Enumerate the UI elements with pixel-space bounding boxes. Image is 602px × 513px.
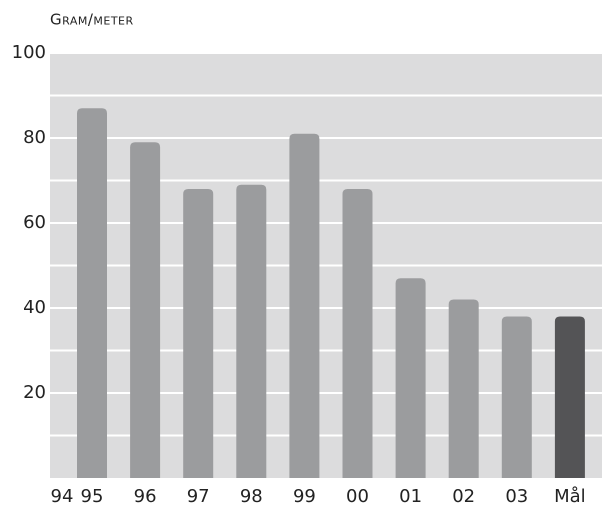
bar xyxy=(183,189,214,478)
bar xyxy=(501,316,532,478)
x-tick-label: Mål xyxy=(554,486,586,507)
bar xyxy=(236,184,267,478)
bar xyxy=(77,108,107,478)
x-tick-label: 97 xyxy=(187,486,210,507)
x-tick-label: 02 xyxy=(452,486,475,507)
y-tick-label: 40 xyxy=(23,297,46,318)
x-tick-label: 00 xyxy=(346,486,369,507)
x-tick-label: 99 xyxy=(293,486,316,507)
x-tick-label: 94 xyxy=(51,486,74,507)
bar xyxy=(554,316,585,478)
x-tick-label: 95 xyxy=(81,486,104,507)
y-tick-label: 20 xyxy=(23,382,46,403)
chart-title: Gram/meter xyxy=(50,11,134,29)
x-tick-label: 01 xyxy=(399,486,422,507)
x-tick-label: 96 xyxy=(134,486,157,507)
y-tick-label: 60 xyxy=(23,212,46,233)
bar xyxy=(342,189,373,478)
y-tick-label: 100 xyxy=(12,42,46,63)
x-tick-label: 03 xyxy=(505,486,528,507)
y-tick-label: 80 xyxy=(23,127,46,148)
bar xyxy=(395,278,426,478)
x-tick-label: 98 xyxy=(240,486,263,507)
bar xyxy=(448,299,479,478)
bar xyxy=(289,133,320,478)
bar xyxy=(130,142,161,478)
